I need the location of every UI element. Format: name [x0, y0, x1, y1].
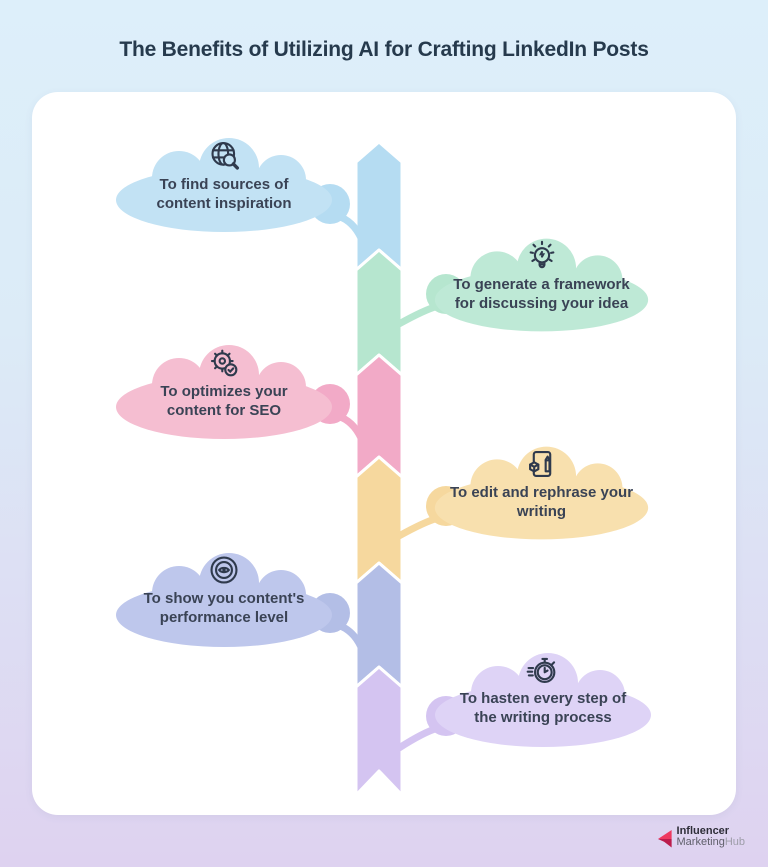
cloud-label: To generate a framework for discussing y… [453, 276, 630, 312]
influencer-marketinghub-logo: Influencer MarketingHub [657, 826, 745, 849]
cloud-label: To show you content's performance level [143, 590, 305, 626]
benefit-cloud-find-sources: To find sources of content inspiration [105, 136, 343, 234]
cloud-label: To hasten every step of the writing proc… [459, 690, 627, 726]
cloud-label: To optimizes your content for SEO [160, 383, 288, 419]
cloud-shape [434, 238, 649, 332]
benefit-cloud-performance: To show you content's performance level [105, 550, 343, 650]
benefit-cloud-hasten-process: To hasten every step of the writing proc… [424, 650, 662, 750]
cloud-label: To find sources of content inspiration [156, 176, 292, 212]
cloud-label: To edit and rephrase your writing [449, 484, 634, 520]
page-title: The Benefits of Utilizing AI for Craftin… [119, 38, 649, 61]
benefit-cloud-generate-framework: To generate a framework for discussing y… [424, 236, 659, 334]
logo-arrow-icon [657, 830, 672, 848]
globe-search-icon [207, 139, 241, 173]
eye-icon [207, 553, 241, 587]
spine-segment-6 [354, 665, 404, 797]
logo-marketing-text: Marketing [676, 836, 725, 848]
benefit-cloud-edit-rephrase: To edit and rephrase your writing [424, 444, 659, 542]
stopwatch-icon [526, 653, 560, 687]
logo-hub-text: Hub [724, 836, 745, 848]
cloud-shape [434, 446, 649, 540]
cloud-shape [116, 553, 332, 647]
logo-line-marketinghub: MarketingHub [677, 837, 745, 848]
logo-line-influencer: Influencer [676, 825, 730, 837]
logo-text: Influencer MarketingHub [677, 826, 745, 848]
cloud-shape [116, 138, 332, 232]
benefit-cloud-seo: To optimizes your content for SEO [105, 343, 343, 441]
idea-bulb-icon [525, 239, 559, 273]
gear-check-icon [207, 346, 241, 380]
edit-document-icon [525, 447, 559, 481]
